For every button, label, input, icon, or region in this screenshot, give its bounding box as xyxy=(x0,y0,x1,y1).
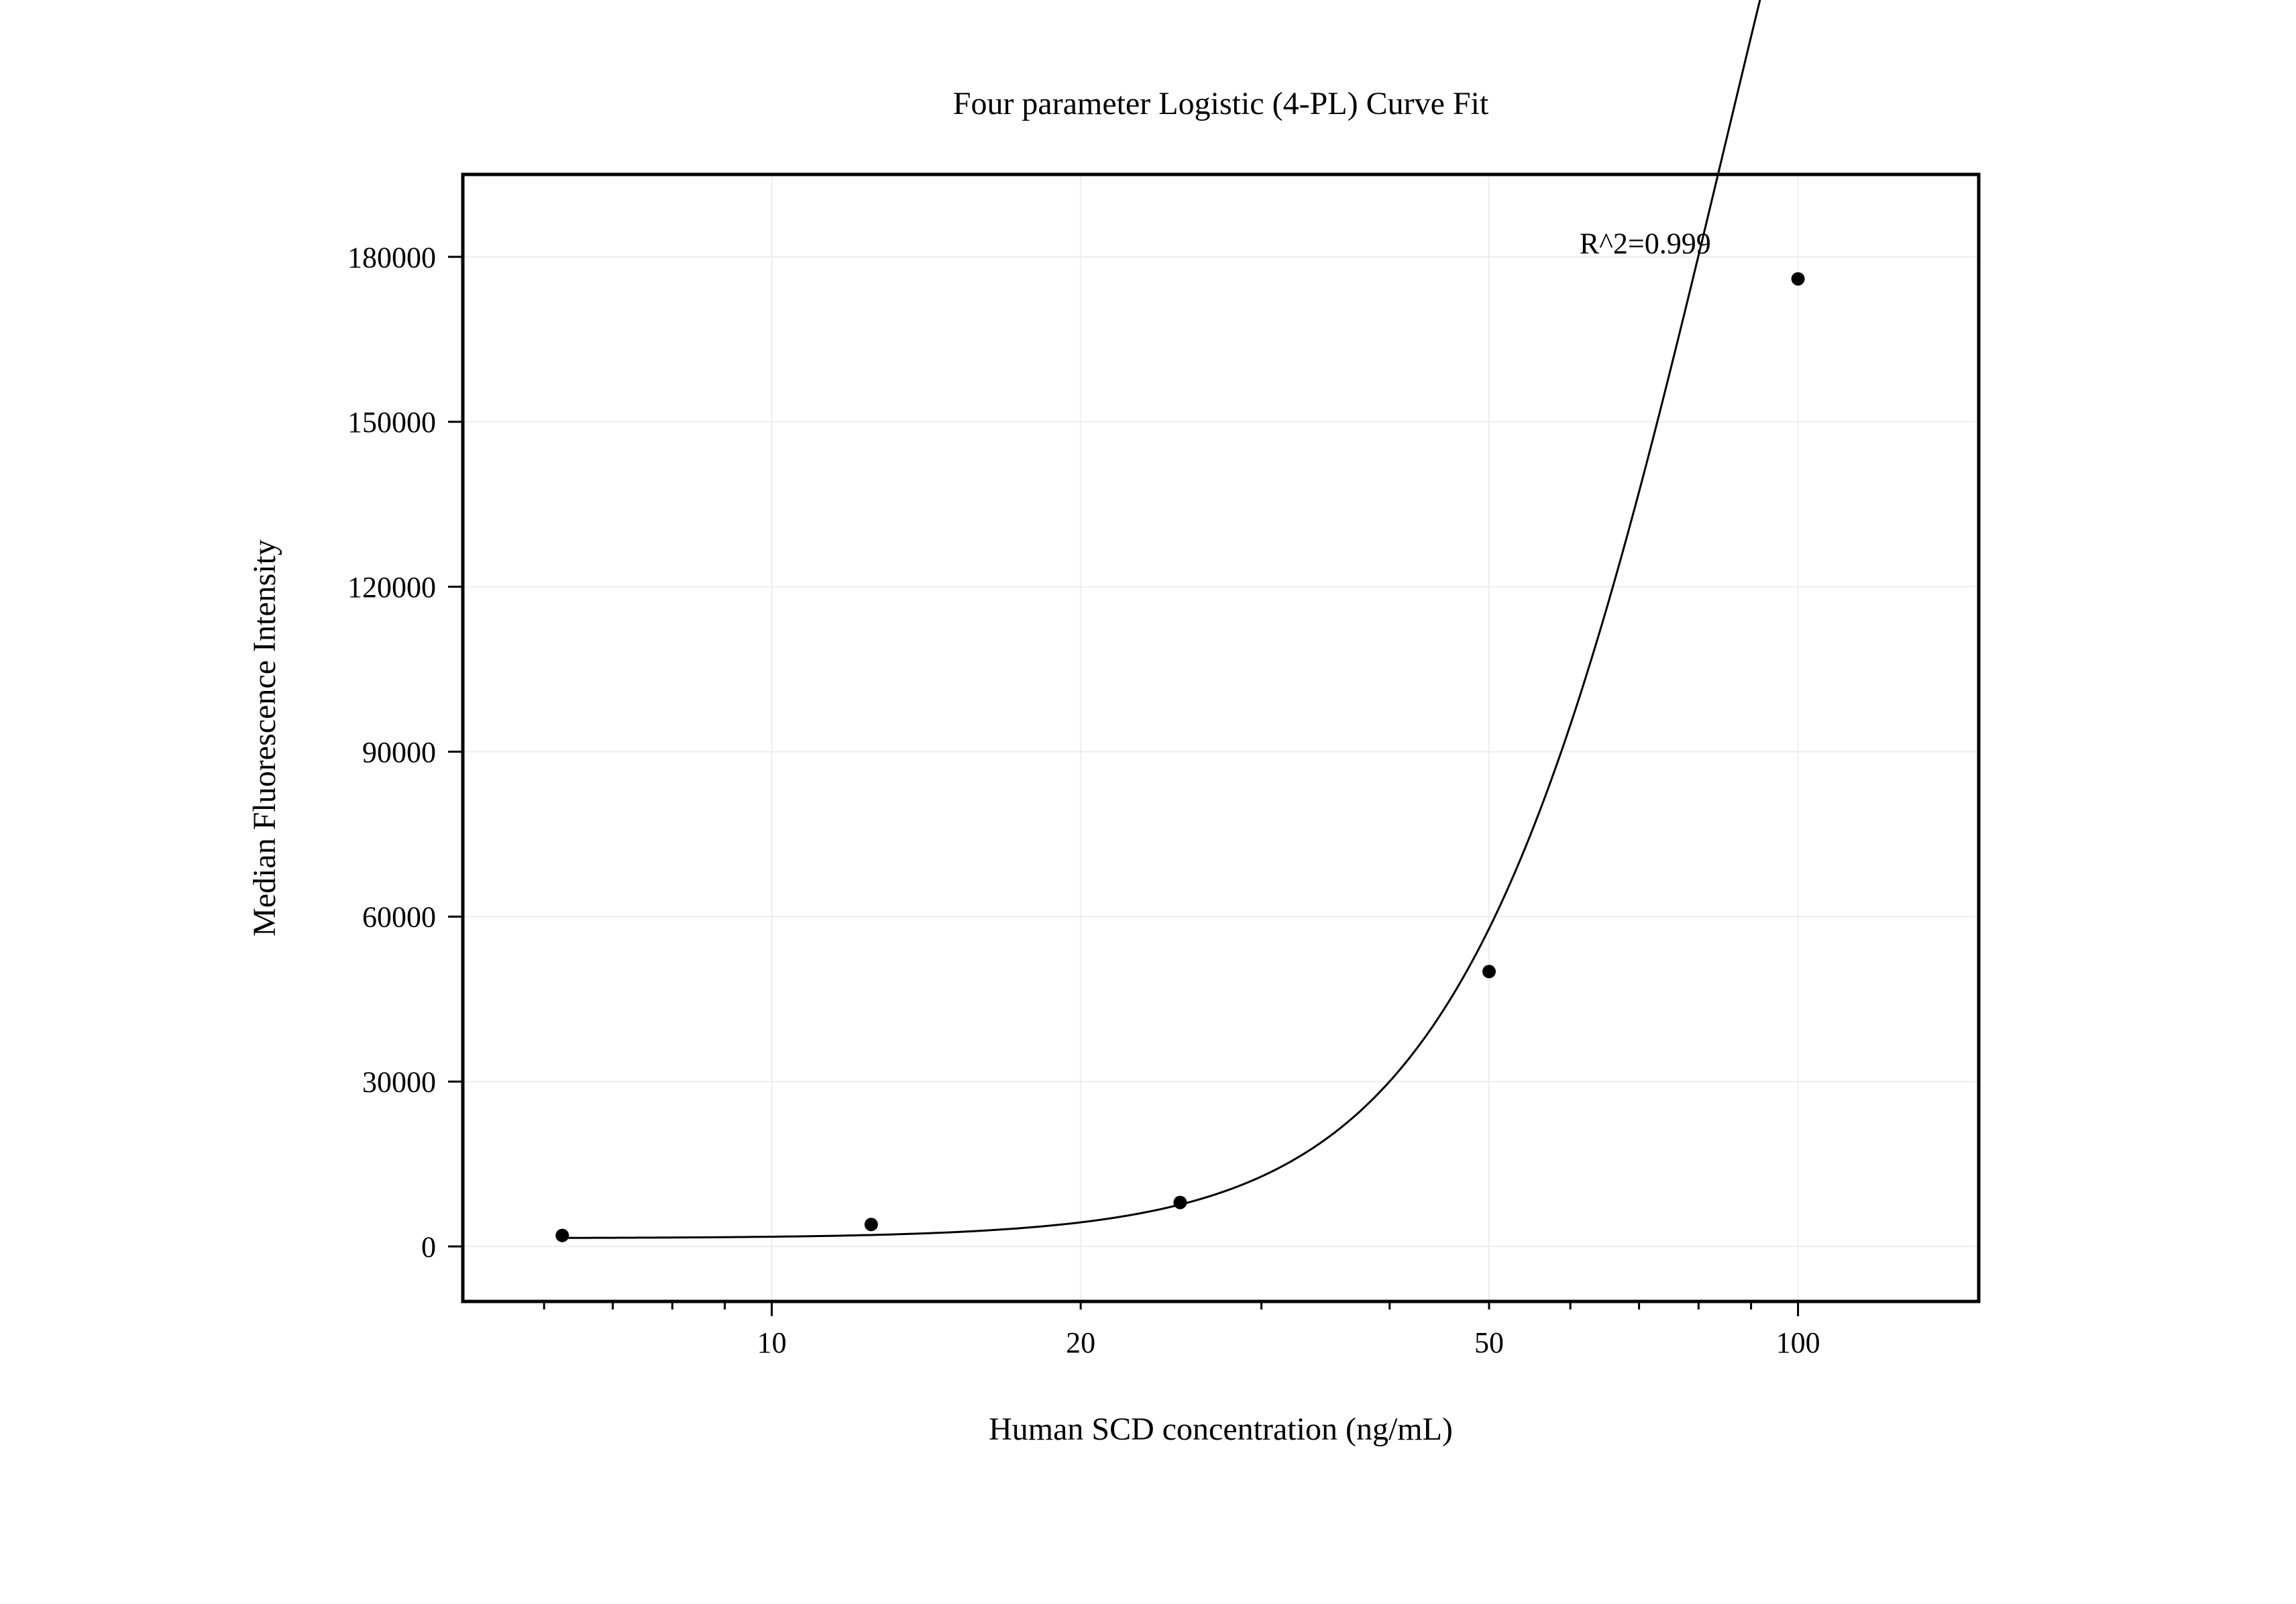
y-tick-label: 180000 xyxy=(347,241,436,274)
y-tick-label: 150000 xyxy=(347,406,436,439)
chart-title: Four parameter Logistic (4-PL) Curve Fit xyxy=(953,86,1489,121)
y-tick-label: 30000 xyxy=(362,1066,436,1099)
y-tick-label: 0 xyxy=(421,1230,436,1263)
x-tick-label: 20 xyxy=(1066,1326,1095,1359)
curve-fit-chart: 10 100 20 50 0 30000 60000 90000 120000 150000 180… xyxy=(0,0,2296,1604)
r-squared-annotation: R^2=0.999 xyxy=(1580,227,1711,260)
data-point xyxy=(865,1218,878,1231)
data-point xyxy=(1173,1195,1187,1209)
data-point xyxy=(1482,965,1496,978)
x-axis-label: Human SCD concentration (ng/mL) xyxy=(989,1411,1453,1447)
x-tick-label: 50 xyxy=(1474,1326,1504,1359)
y-axis-label: Median Fluorescence Intensity xyxy=(247,539,282,937)
y-tick-label: 60000 xyxy=(362,901,436,934)
x-tick-label: 100 xyxy=(1776,1326,1820,1359)
x-tick-label: 10 xyxy=(757,1326,787,1359)
data-point xyxy=(555,1229,569,1242)
y-tick-label: 90000 xyxy=(362,736,436,769)
chart-container: 10 100 20 50 0 30000 60000 90000 120000 150000 180… xyxy=(0,0,2296,1604)
y-tick-label: 120000 xyxy=(347,571,436,604)
data-point xyxy=(1792,272,1805,286)
